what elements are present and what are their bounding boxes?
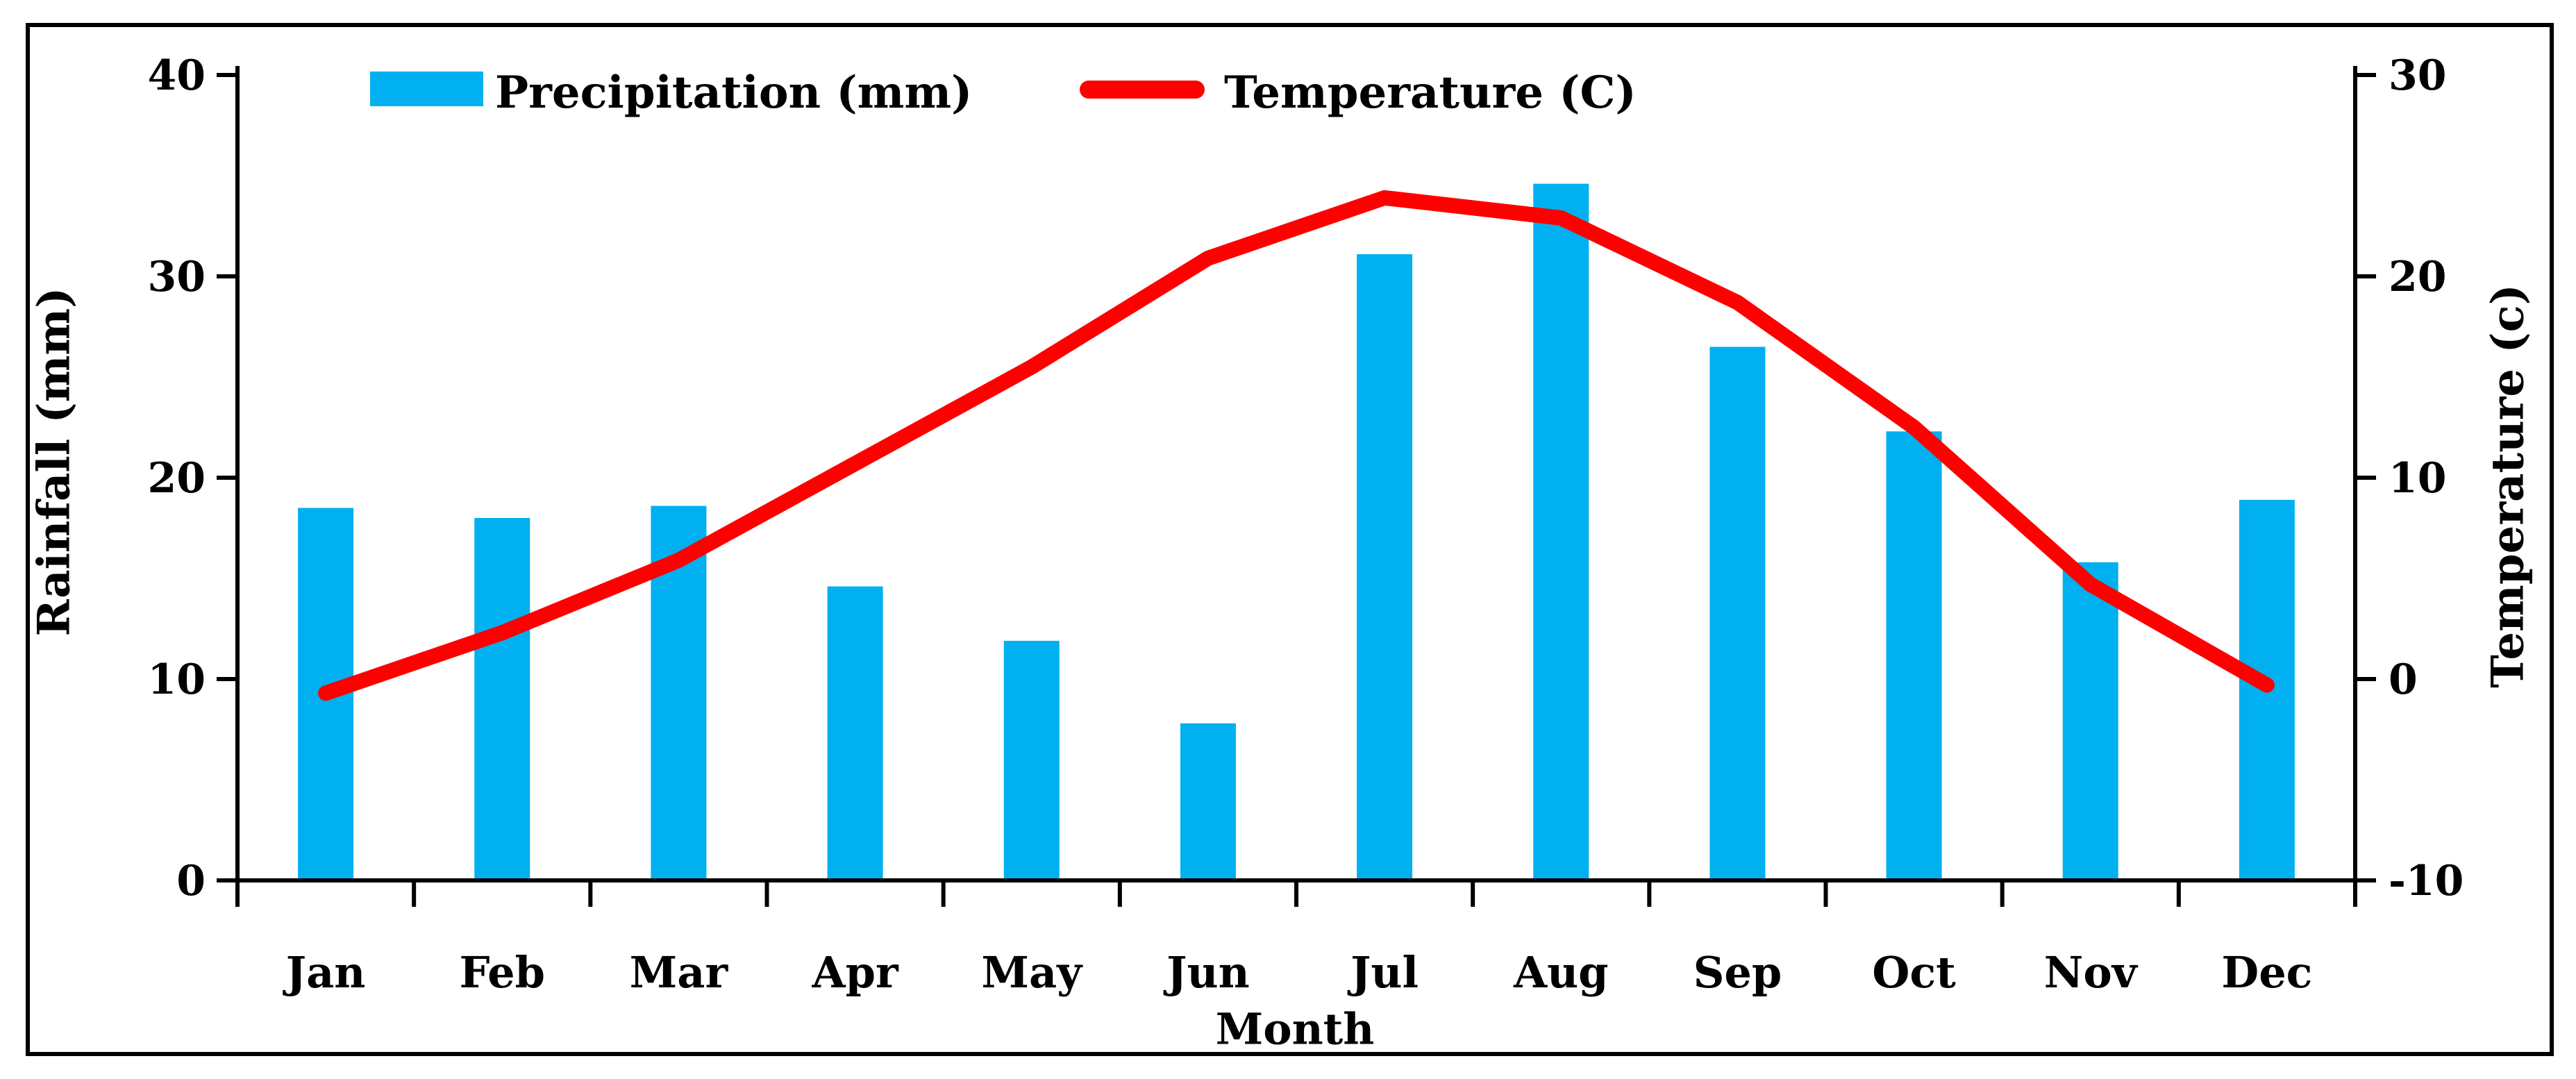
x-axis-label-Aug: Aug [1513,947,1609,998]
precipitation-bar-Aug [1533,183,1589,881]
left-axis-title: Rainfall (mm) [28,287,81,637]
precipitation-bar-Jul [1357,254,1413,881]
precipitation-bar-Nov [2062,562,2118,880]
right-axis-tick-label-0: 0 [2389,655,2418,704]
x-axis-label-Jul: Jul [1347,947,1419,998]
x-axis-label-Jun: Jun [1163,947,1250,998]
legend-precipitation-label: Precipitation (mm) [495,67,973,119]
precipitation-bar-Sep [1709,346,1766,880]
left-axis-tick-label-10: 10 [148,655,206,704]
x-axis-title: Month [1215,1003,1375,1055]
legend-temperature-swatch-icon [1080,81,1205,99]
x-axis-label-Apr: Apr [812,947,899,998]
x-axis-label-Jan: Jan [283,947,366,998]
right-axis-tick-label-30: 30 [2389,51,2447,100]
x-axis-label-Mar: Mar [630,947,729,998]
precipitation-bar-May [1003,640,1060,880]
x-axis-label-Sep: Sep [1693,947,1782,998]
precipitation-bar-Feb [474,518,530,880]
right-axis-tick-label-20: 20 [2389,253,2447,301]
precipitation-bar-Apr [827,586,883,880]
right-axis-tick-label-10: 10 [2389,454,2447,503]
precipitation-bar-Oct [1886,431,1942,880]
x-axis-label-May: May [981,947,1083,998]
right-axis-title: Temperature (c) [2482,284,2534,688]
legend-temperature-label: Temperature (C) [1224,67,1637,119]
left-axis-tick-label-0: 0 [176,857,206,905]
left-axis-tick-label-20: 20 [148,454,206,503]
temperature-line [318,190,2275,701]
x-axis-label-Oct: Oct [1872,947,1956,998]
left-axis-tick-label-40: 40 [148,51,206,100]
right-axis-tick-label--10: -10 [2389,857,2464,905]
precipitation-bar-Jun [1180,723,1236,880]
x-axis-label-Feb: Feb [460,947,545,998]
figure-border [26,23,2554,1056]
x-axis-label-Nov: Nov [2044,947,2139,998]
legend-precipitation-swatch-icon [370,72,483,106]
x-axis-label-Dec: Dec [2221,947,2312,998]
left-axis-tick-label-30: 30 [148,253,206,301]
